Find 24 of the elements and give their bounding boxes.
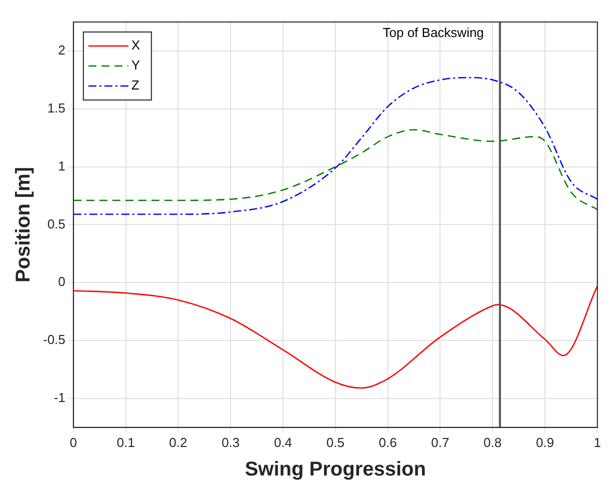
y-tick-label: 1.5 (47, 100, 66, 116)
x-tick-label: 0.3 (222, 434, 240, 450)
y-tick-label: 2 (58, 42, 66, 58)
x-tick-label: 0.6 (378, 434, 397, 450)
y-axis-title: Position [m] (12, 166, 35, 282)
x-tick-label: 0.1 (116, 434, 135, 450)
legend-label: X (131, 38, 140, 53)
legend-label: Y (131, 58, 140, 73)
y-tick-label: 0 (58, 274, 66, 290)
x-tick-label: 0.8 (484, 434, 502, 450)
x-tick-label: 0.4 (274, 434, 292, 450)
x-tick-label: 0.9 (536, 434, 554, 450)
y-tick-label: -0.5 (42, 332, 66, 348)
x-tick-label: 0.2 (169, 434, 188, 450)
x-tick-label: 0.7 (431, 434, 450, 450)
ref-line-label: Top of Backswing (382, 25, 484, 40)
x-tick-label: 1 (594, 434, 601, 450)
x-tick-label: 0.5 (326, 434, 344, 450)
y-tick-label: -1 (54, 390, 66, 406)
y-tick-label: 1 (58, 158, 66, 174)
x-axis-title: Swing Progression (244, 458, 426, 481)
x-tick-label: 0 (70, 434, 78, 450)
legend-label: Z (131, 78, 140, 93)
y-tick-label: 0.5 (47, 216, 66, 232)
